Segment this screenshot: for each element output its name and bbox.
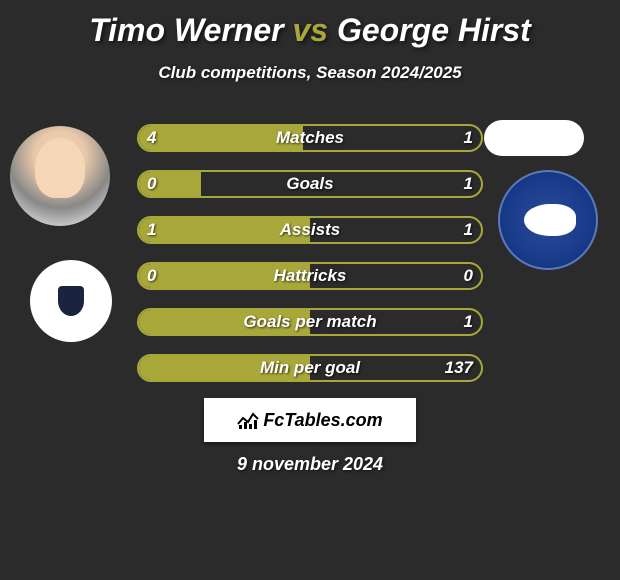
date-text: 9 november 2024 (0, 454, 620, 475)
vs-text: vs (293, 12, 329, 48)
bar-value-right: 137 (445, 354, 473, 382)
chart-icon (237, 410, 259, 430)
watermark: FcTables.com (204, 398, 416, 442)
bar-value-left: 0 (147, 170, 156, 198)
player2-name: George Hirst (337, 12, 531, 48)
bar-value-right: 1 (464, 216, 473, 244)
player1-avatar (10, 126, 110, 226)
bar-value-right: 1 (464, 308, 473, 336)
bar-value-right: 1 (464, 170, 473, 198)
stat-row: Goals per match1 (137, 308, 483, 336)
stats-bars: Matches41Goals01Assists11Hattricks00Goal… (137, 124, 483, 400)
stat-row: Assists1 1 (137, 216, 483, 244)
player1-name: Timo Werner (89, 12, 283, 48)
player2-club-badge (498, 170, 598, 270)
player1-club-badge (30, 260, 112, 342)
comparison-title: Timo Werner vs George Hirst (0, 0, 620, 49)
bar-label: Goals (137, 170, 483, 198)
stat-row: Min per goal137 (137, 354, 483, 382)
bar-label: Hattricks (137, 262, 483, 290)
stat-row: Matches4 1 (137, 124, 483, 152)
player2-avatar (484, 120, 584, 156)
bar-label: Matches (137, 124, 483, 152)
bar-label: Assists (137, 216, 483, 244)
bar-value-right: 0 (464, 262, 473, 290)
bar-value-left: 0 (147, 262, 156, 290)
stat-row: Hattricks0 0 (137, 262, 483, 290)
bar-value-left: 1 (147, 216, 156, 244)
subtitle: Club competitions, Season 2024/2025 (0, 63, 620, 83)
bar-value-right: 1 (464, 124, 473, 152)
bar-label: Goals per match (137, 308, 483, 336)
stat-row: Goals0 1 (137, 170, 483, 198)
watermark-text: FcTables.com (263, 410, 382, 431)
bar-label: Min per goal (137, 354, 483, 382)
bar-value-left: 4 (147, 124, 156, 152)
